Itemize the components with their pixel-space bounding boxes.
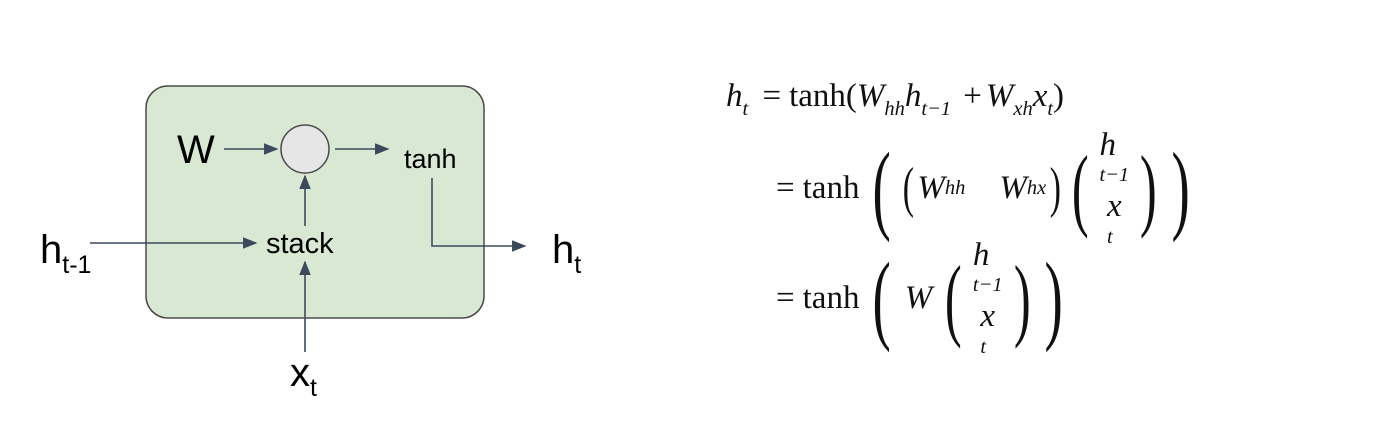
eq3-equals: = bbox=[776, 279, 795, 316]
hidden-out-sub: t bbox=[574, 251, 581, 279]
input-x-sub: t bbox=[310, 374, 317, 402]
arrow-tanh-to-output bbox=[431, 178, 527, 252]
hidden-out-label: ht bbox=[552, 228, 581, 279]
eq2-outer-paren-right: ) bbox=[1171, 132, 1190, 243]
eq1-plus: + bbox=[963, 78, 982, 114]
hidden-prev-sub: t-1 bbox=[62, 251, 91, 279]
eq1-h-sub: t−1 bbox=[921, 98, 952, 121]
tanh-label: tanh bbox=[404, 144, 457, 174]
hidden-prev-base: h bbox=[40, 228, 62, 272]
eq2-row-paren-right: ) bbox=[1049, 157, 1062, 219]
equation-line-1: ht = tanh(Whhht−1 + Wxhxt) bbox=[726, 78, 1065, 121]
eq2-w2: W bbox=[999, 169, 1027, 206]
eq2-w1: W bbox=[917, 169, 945, 206]
eq2-tanh: tanh bbox=[802, 169, 860, 206]
eq1-lhs-sub: t bbox=[742, 98, 749, 121]
eq3-outer-paren-right: ) bbox=[1044, 242, 1064, 353]
eq3-vec-paren-left: ( bbox=[945, 247, 963, 349]
eq2-w1-sub: hh bbox=[944, 176, 966, 199]
weight-label: W bbox=[177, 128, 215, 172]
eq1-w1-sub: hh bbox=[884, 98, 905, 121]
multiply-node bbox=[280, 124, 330, 174]
eq3-w: W bbox=[904, 279, 933, 316]
stack-label: stack bbox=[266, 228, 334, 260]
eq3-vec-top: h t−1 bbox=[972, 236, 1003, 297]
eq2-vec-paren-right: ) bbox=[1140, 137, 1157, 239]
input-x-label: xt bbox=[290, 351, 317, 402]
eq1-x-sub: t bbox=[1047, 98, 1054, 121]
eq2-vec-paren-left: ( bbox=[1071, 137, 1089, 239]
eq2-vec-top: h t−1 bbox=[1099, 126, 1130, 187]
eq1-x: x bbox=[1032, 78, 1048, 114]
eq1-tanh: tanh bbox=[789, 78, 846, 114]
eq3-tanh: tanh bbox=[802, 279, 860, 316]
eq3-vec-paren-right: ) bbox=[1013, 247, 1031, 349]
rnn-cell-diagram: W tanh stack ht-1 xt ht bbox=[40, 85, 581, 402]
hidden-prev-label: ht-1 bbox=[40, 228, 91, 279]
eq1-lhs: h bbox=[726, 78, 743, 114]
eq1-w1: W bbox=[856, 78, 885, 114]
eq1-h: h bbox=[904, 78, 922, 114]
eq1-w2: W bbox=[985, 78, 1014, 114]
eq1-w2-sub: xh bbox=[1013, 98, 1033, 121]
input-x-base: x bbox=[290, 351, 310, 395]
eq2-row-paren-left: ( bbox=[902, 157, 914, 219]
eq2-outer-paren-left: ( bbox=[872, 132, 892, 243]
rnn-cell-box bbox=[145, 85, 485, 319]
eq2-w2-sub: hx bbox=[1026, 176, 1047, 199]
eq3-outer-paren-left: ( bbox=[872, 242, 892, 353]
hidden-out-base: h bbox=[552, 228, 574, 272]
eq1-equals: = bbox=[762, 78, 782, 114]
eq2-equals: = bbox=[776, 169, 795, 206]
